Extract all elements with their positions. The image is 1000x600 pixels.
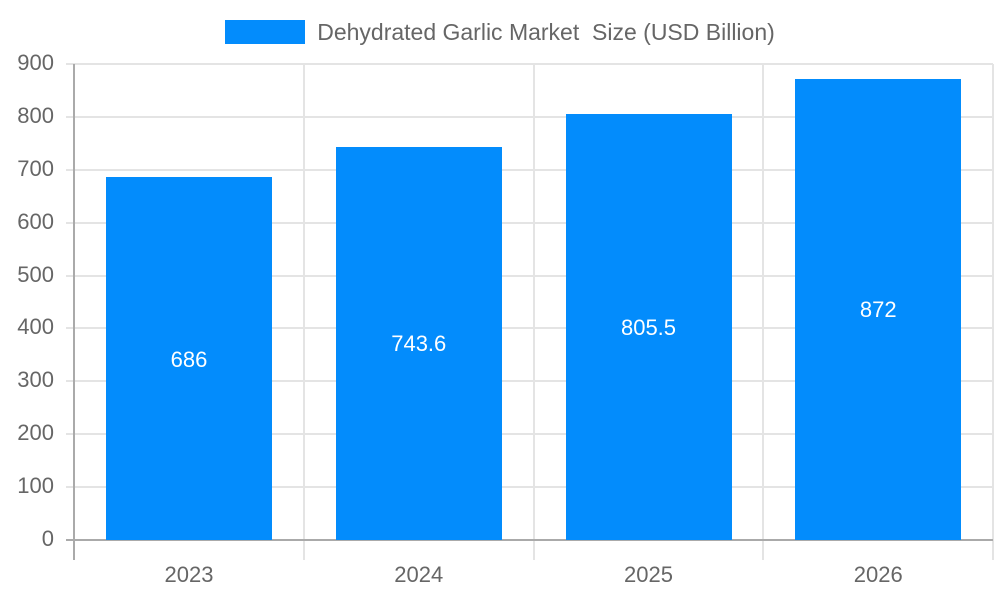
gridline-vertical [302, 64, 305, 560]
x-tick-label: 2023 [164, 562, 214, 587]
y-tick-label: 900 [17, 50, 54, 75]
y-tick-label: 300 [17, 367, 54, 393]
y-tick-label: 500 [17, 261, 54, 287]
legend-swatch[interactable] [225, 20, 306, 44]
x-tick-label: 2026 [853, 562, 903, 587]
gridline-horizontal [66, 380, 993, 383]
gridline-horizontal [66, 115, 993, 118]
y-tick-label: 200 [17, 420, 54, 446]
y-tick-label: 100 [17, 473, 54, 499]
gridline-horizontal [66, 486, 993, 489]
x-tick-label: 2025 [624, 562, 673, 587]
bar-value-label: 872 [859, 297, 897, 323]
bar-2026[interactable]: 872 [795, 78, 962, 540]
gridline-vertical [532, 64, 535, 560]
y-tick-label: 0 [41, 526, 54, 551]
gridline-horizontal [66, 168, 993, 171]
bar-value-label: 805.5 [620, 314, 677, 340]
bar-2025[interactable]: 805.5 [565, 113, 732, 540]
gridline-horizontal [66, 63, 993, 65]
gridline-horizontal [66, 274, 993, 277]
x-axis [66, 539, 993, 541]
y-tick-label: 700 [17, 155, 54, 181]
x-tick-label: 2024 [394, 562, 444, 587]
chart-legend: Dehydrated Garlic Market Size (USD Billi… [0, 18, 1000, 46]
bar-2023[interactable]: 686 [106, 177, 272, 540]
y-tick-label: 400 [17, 314, 54, 340]
gridline-vertical [992, 64, 994, 560]
y-tick-label: 600 [17, 208, 54, 234]
bar-value-label: 686 [170, 346, 208, 372]
y-axis [73, 64, 75, 560]
bar-2024[interactable]: 743.6 [335, 146, 502, 540]
gridline-horizontal [66, 327, 993, 330]
gridline-horizontal [66, 221, 993, 224]
y-tick-label: 800 [17, 102, 54, 128]
bar-value-label: 743.6 [391, 331, 447, 357]
gridline-horizontal [66, 433, 993, 436]
legend-label: Dehydrated Garlic Market Size (USD Billi… [317, 18, 775, 45]
gridline-vertical [762, 64, 765, 560]
